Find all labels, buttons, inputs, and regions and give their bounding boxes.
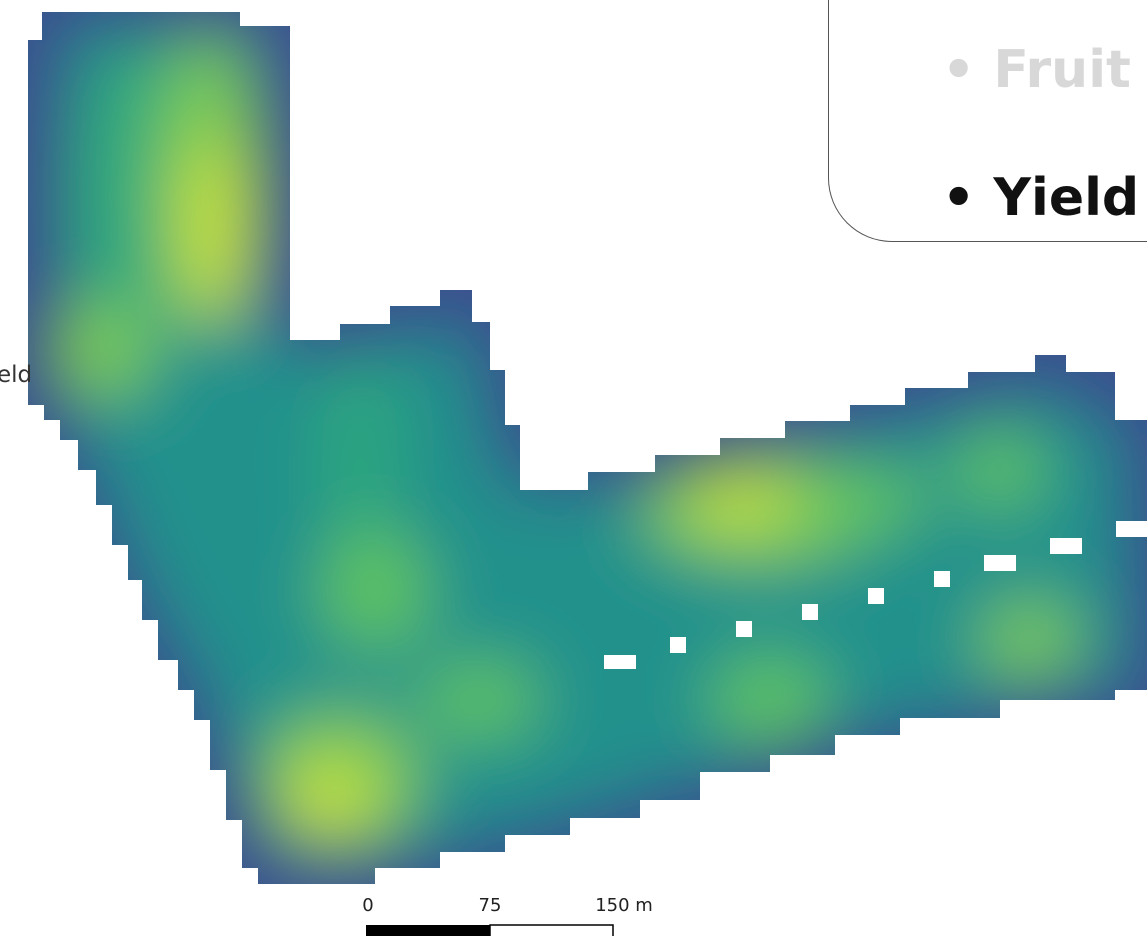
bullet-fruit: • Fruit: [942, 40, 1131, 100]
no-data-gap: [802, 604, 818, 620]
no-data-gap: [1050, 538, 1082, 554]
scale-bar-black-segment: [366, 925, 490, 936]
scale-tick-0: 0: [362, 895, 373, 916]
cut-off-label: eld: [0, 362, 33, 388]
callout-box: [828, 0, 1147, 242]
bullet-yield: • Yield: [942, 168, 1140, 228]
no-data-gap: [934, 571, 950, 587]
no-data-gap: [984, 555, 1016, 571]
scale-bar-white-segment: [489, 924, 614, 936]
no-data-gap: [604, 655, 636, 669]
scale-tick-75: 75: [479, 895, 502, 916]
no-data-gap: [736, 621, 752, 637]
scale-bar: 0 75 150 m: [362, 895, 653, 936]
no-data-gap: [868, 588, 884, 604]
no-data-gap: [1116, 521, 1147, 537]
no-data-gap: [670, 637, 686, 653]
scale-tick-150: 150 m: [595, 895, 653, 916]
no-data-gaps: [604, 521, 1147, 669]
